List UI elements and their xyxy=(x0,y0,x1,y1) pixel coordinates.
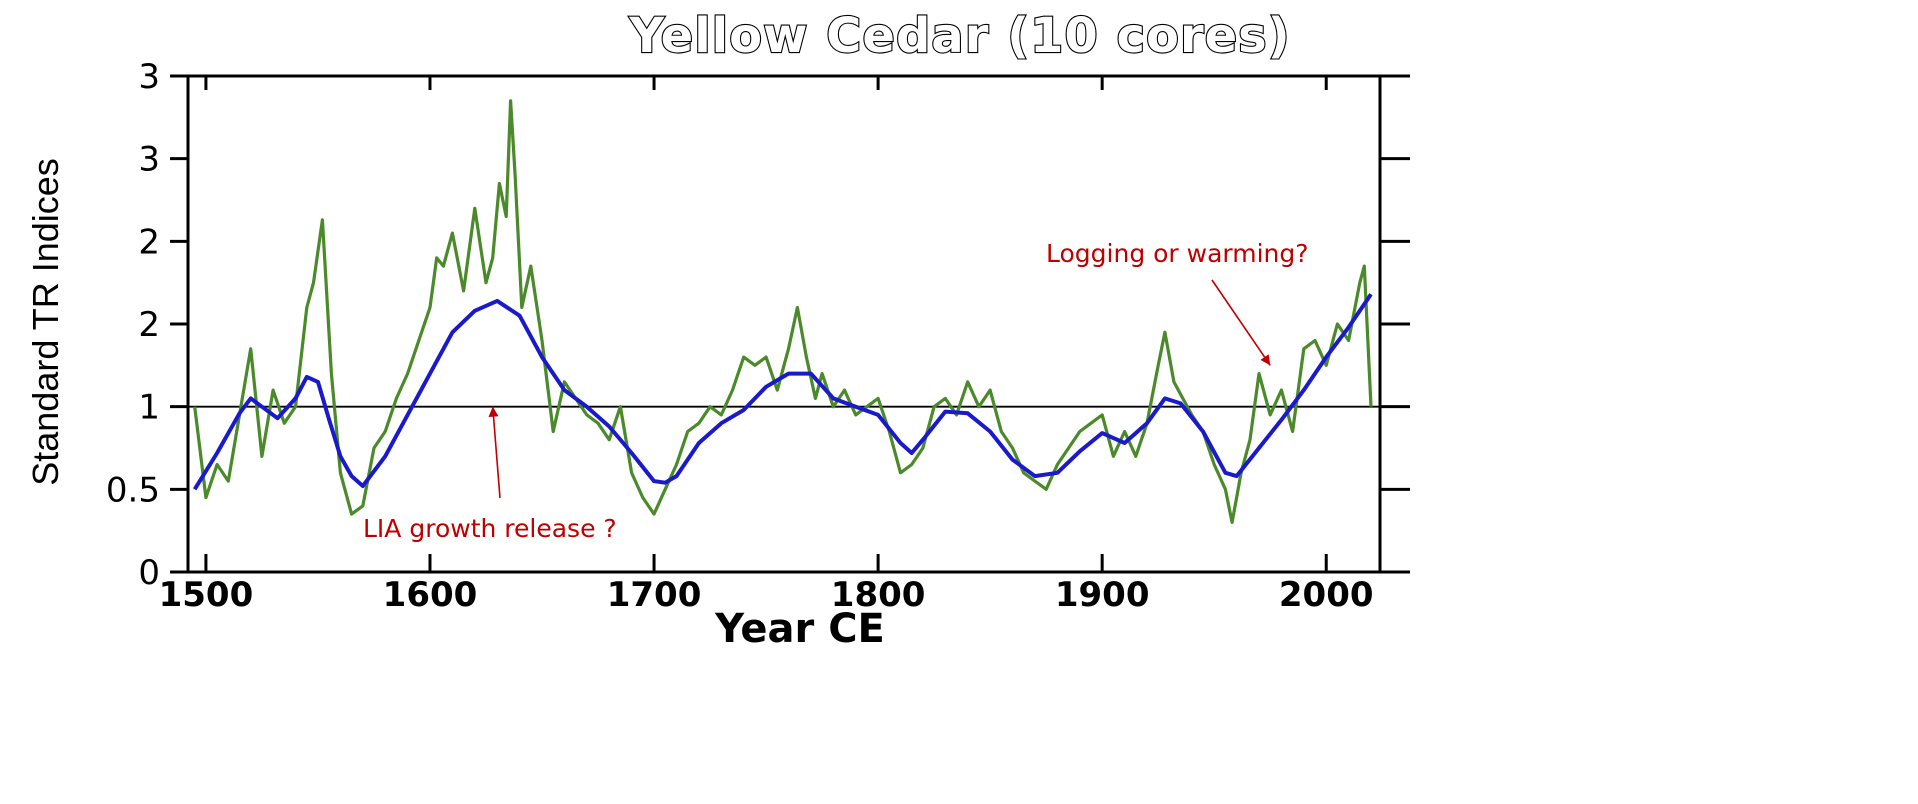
y-axis-ticks: 0 0.5 1 2 2 3 3 xyxy=(106,57,1410,593)
x-axis-ticks: 1500 1600 1700 1800 1900 2000 xyxy=(159,76,1374,615)
annotations: LIA growth release ? Logging or warming? xyxy=(363,239,1309,543)
annotation-arrow xyxy=(1211,279,1271,366)
x-tick-label: 1700 xyxy=(607,575,702,615)
y-tick-label: 3 xyxy=(138,140,160,180)
chart-title: Yellow Cedar (10 cores) xyxy=(628,8,1290,64)
series-raw-line xyxy=(193,99,1373,525)
x-tick-label: 1900 xyxy=(1055,575,1150,615)
annotation-text: LIA growth release ? xyxy=(363,514,617,543)
annotation-arrow xyxy=(491,406,501,499)
series-smoothed-line xyxy=(192,293,1373,491)
annotation-arrowhead xyxy=(1260,354,1271,366)
x-tick-label: 1500 xyxy=(159,575,254,615)
x-axis-label: Year CE xyxy=(714,606,885,652)
y-tick-label: 0.5 xyxy=(106,470,160,510)
annotation-text: Logging or warming? xyxy=(1046,239,1309,268)
y-tick-label: 3 xyxy=(138,57,160,97)
y-tick-label: 2 xyxy=(138,305,160,345)
y-tick-label: 1 xyxy=(138,388,160,428)
annotation-arrowhead xyxy=(488,406,499,418)
x-tick-label: 1600 xyxy=(383,575,478,615)
x-tick-label: 2000 xyxy=(1279,575,1374,615)
plot-area-frame xyxy=(186,74,1382,574)
y-axis-label: Standard TR Indices xyxy=(25,158,66,486)
y-tick-label: 0 xyxy=(138,553,160,593)
x-tick-label: 1800 xyxy=(831,575,926,615)
y-tick-label: 2 xyxy=(138,222,160,262)
series-layer xyxy=(192,99,1373,525)
